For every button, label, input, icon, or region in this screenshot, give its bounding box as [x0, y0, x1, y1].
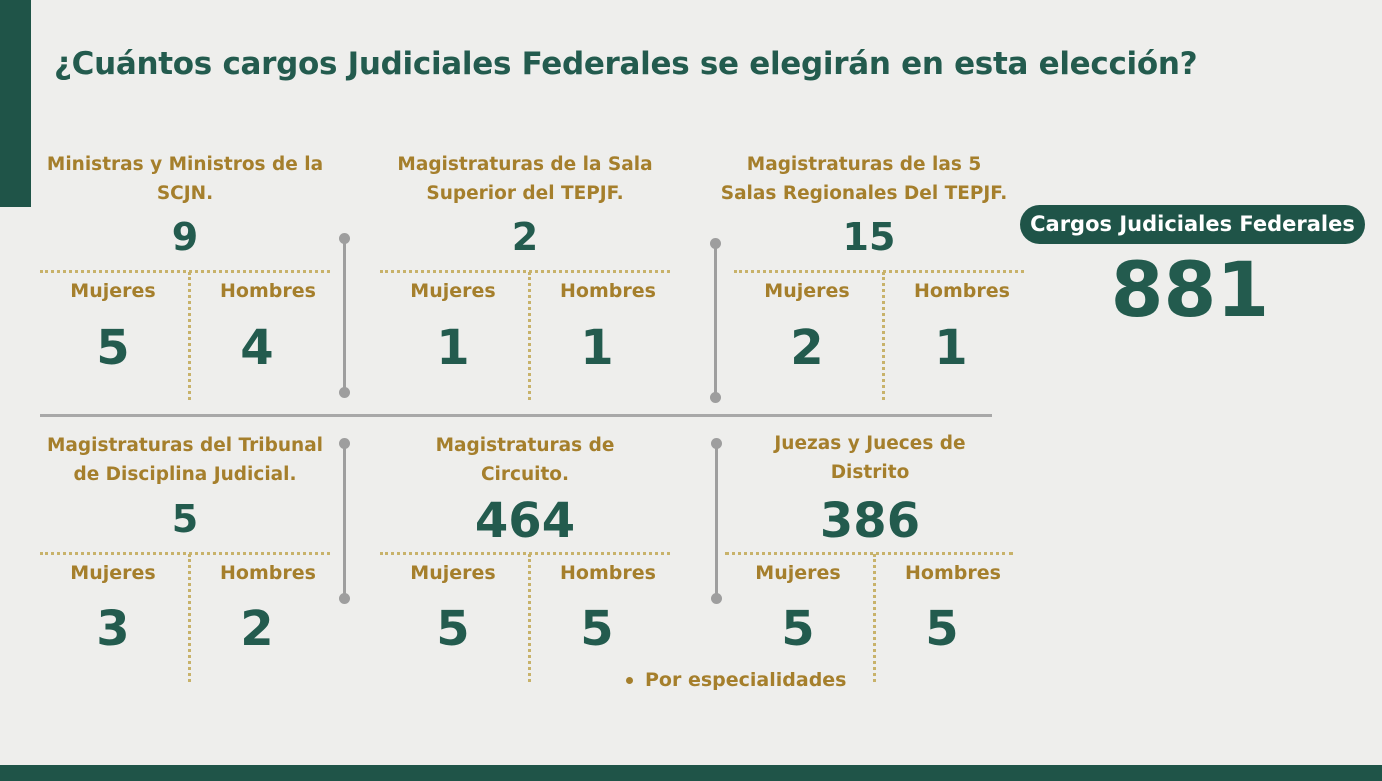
dotted-divider — [380, 552, 670, 555]
footnote: Por especialidades — [626, 669, 847, 691]
column-separator — [343, 238, 346, 393]
women-count: 5 — [436, 601, 470, 657]
footnote-text: Por especialidades — [645, 669, 847, 691]
separator-dot — [339, 593, 350, 604]
block-title-line1: Juezas y Jueces de — [774, 433, 966, 454]
separator-dot — [711, 438, 722, 449]
separator-dot — [339, 233, 350, 244]
block-title-line2: Circuito. — [480, 464, 570, 485]
block-salas-regionales: Magistraturas de las 5 Salas Regionales … — [721, 150, 1024, 400]
women-count: 5 — [781, 601, 815, 657]
men-label: Hombres — [914, 280, 1010, 302]
block-tribunal-disciplina: Magistraturas del Tribunal de Disciplina… — [40, 431, 330, 682]
column-separator — [714, 243, 717, 398]
women-label: Mujeres — [755, 562, 841, 584]
men-label: Hombres — [560, 280, 656, 302]
dotted-divider — [40, 552, 330, 555]
block-total: 386 — [819, 493, 921, 549]
men-count: 1 — [580, 320, 614, 376]
block-title-line2: Superior del TEPJF. — [426, 183, 624, 204]
block-title-line1: Magistraturas de — [435, 435, 615, 456]
block-sala-superior: Magistraturas de la Sala Superior del TE… — [380, 150, 670, 400]
block-title-line1: Magistraturas del Tribunal — [46, 435, 324, 456]
block-total: 9 — [171, 215, 199, 259]
block-title-line1: Ministras y Ministros de la — [46, 154, 324, 175]
block-title-line1: Magistraturas de la Sala — [397, 154, 653, 175]
bottom-accent-bar — [0, 765, 1382, 781]
men-count: 5 — [925, 601, 959, 657]
dotted-divider — [380, 270, 670, 273]
left-accent-bar — [0, 0, 31, 207]
dotted-divider — [882, 272, 885, 400]
separator-dot — [339, 438, 350, 449]
block-scjn: Ministras y Ministros de la SCJN. 9 Muje… — [40, 150, 330, 400]
block-title-line2: Salas Regionales Del TEPJF. — [720, 183, 1008, 204]
women-label: Mujeres — [70, 280, 156, 302]
block-title-line1: Magistraturas de las 5 — [746, 154, 982, 175]
block-total: 5 — [171, 497, 199, 541]
block-title: Ministras y Ministros de la SCJN. — [40, 150, 330, 208]
bullet-icon — [626, 677, 633, 684]
block-distrito: Juezas y Jueces de Distrito 386 Mujeres … — [725, 429, 1015, 682]
dotted-divider — [188, 554, 191, 682]
women-label: Mujeres — [70, 562, 156, 584]
dotted-divider — [528, 554, 531, 682]
separator-dot — [710, 392, 721, 403]
block-circuito: Magistraturas de Circuito. 464 Mujeres H… — [380, 431, 670, 682]
women-count: 1 — [436, 320, 470, 376]
men-count: 5 — [580, 601, 614, 657]
dotted-divider — [725, 552, 1013, 555]
dotted-divider — [734, 270, 1024, 273]
block-title-line2: de Disciplina Judicial. — [73, 464, 297, 485]
women-count: 2 — [790, 320, 824, 376]
block-title: Magistraturas de Circuito. — [380, 431, 670, 489]
women-count: 5 — [96, 320, 130, 376]
separator-dot — [711, 593, 722, 604]
total-badge: Cargos Judiciales Federales — [1020, 205, 1365, 244]
men-label: Hombres — [560, 562, 656, 584]
row-separator — [40, 414, 992, 417]
men-label: Hombres — [220, 562, 316, 584]
men-label: Hombres — [905, 562, 1001, 584]
column-separator — [343, 443, 346, 598]
dotted-divider — [528, 272, 531, 400]
women-label: Mujeres — [410, 280, 496, 302]
dotted-divider — [40, 270, 330, 273]
men-count: 4 — [240, 320, 274, 376]
men-label: Hombres — [220, 280, 316, 302]
block-title-line2: SCJN. — [156, 183, 214, 204]
block-title: Magistraturas de las 5 Salas Regionales … — [719, 150, 1009, 208]
page-title: ¿Cuántos cargos Judiciales Federales se … — [54, 46, 1198, 82]
dotted-divider — [873, 554, 876, 682]
dotted-divider — [188, 272, 191, 400]
column-separator — [715, 443, 718, 598]
block-title: Magistraturas del Tribunal de Disciplina… — [40, 431, 330, 489]
women-count: 3 — [96, 601, 130, 657]
block-total: 2 — [511, 215, 539, 259]
women-label: Mujeres — [410, 562, 496, 584]
block-total: 15 — [842, 215, 896, 259]
men-count: 1 — [934, 320, 968, 376]
block-title: Juezas y Jueces de Distrito — [725, 429, 1015, 487]
women-label: Mujeres — [764, 280, 850, 302]
men-count: 2 — [240, 601, 274, 657]
block-title: Magistraturas de la Sala Superior del TE… — [380, 150, 670, 208]
separator-dot — [339, 387, 350, 398]
grand-total: 881 — [1110, 245, 1270, 334]
separator-dot — [710, 238, 721, 249]
block-total: 464 — [474, 493, 576, 549]
block-title-line2: Distrito — [830, 462, 910, 483]
